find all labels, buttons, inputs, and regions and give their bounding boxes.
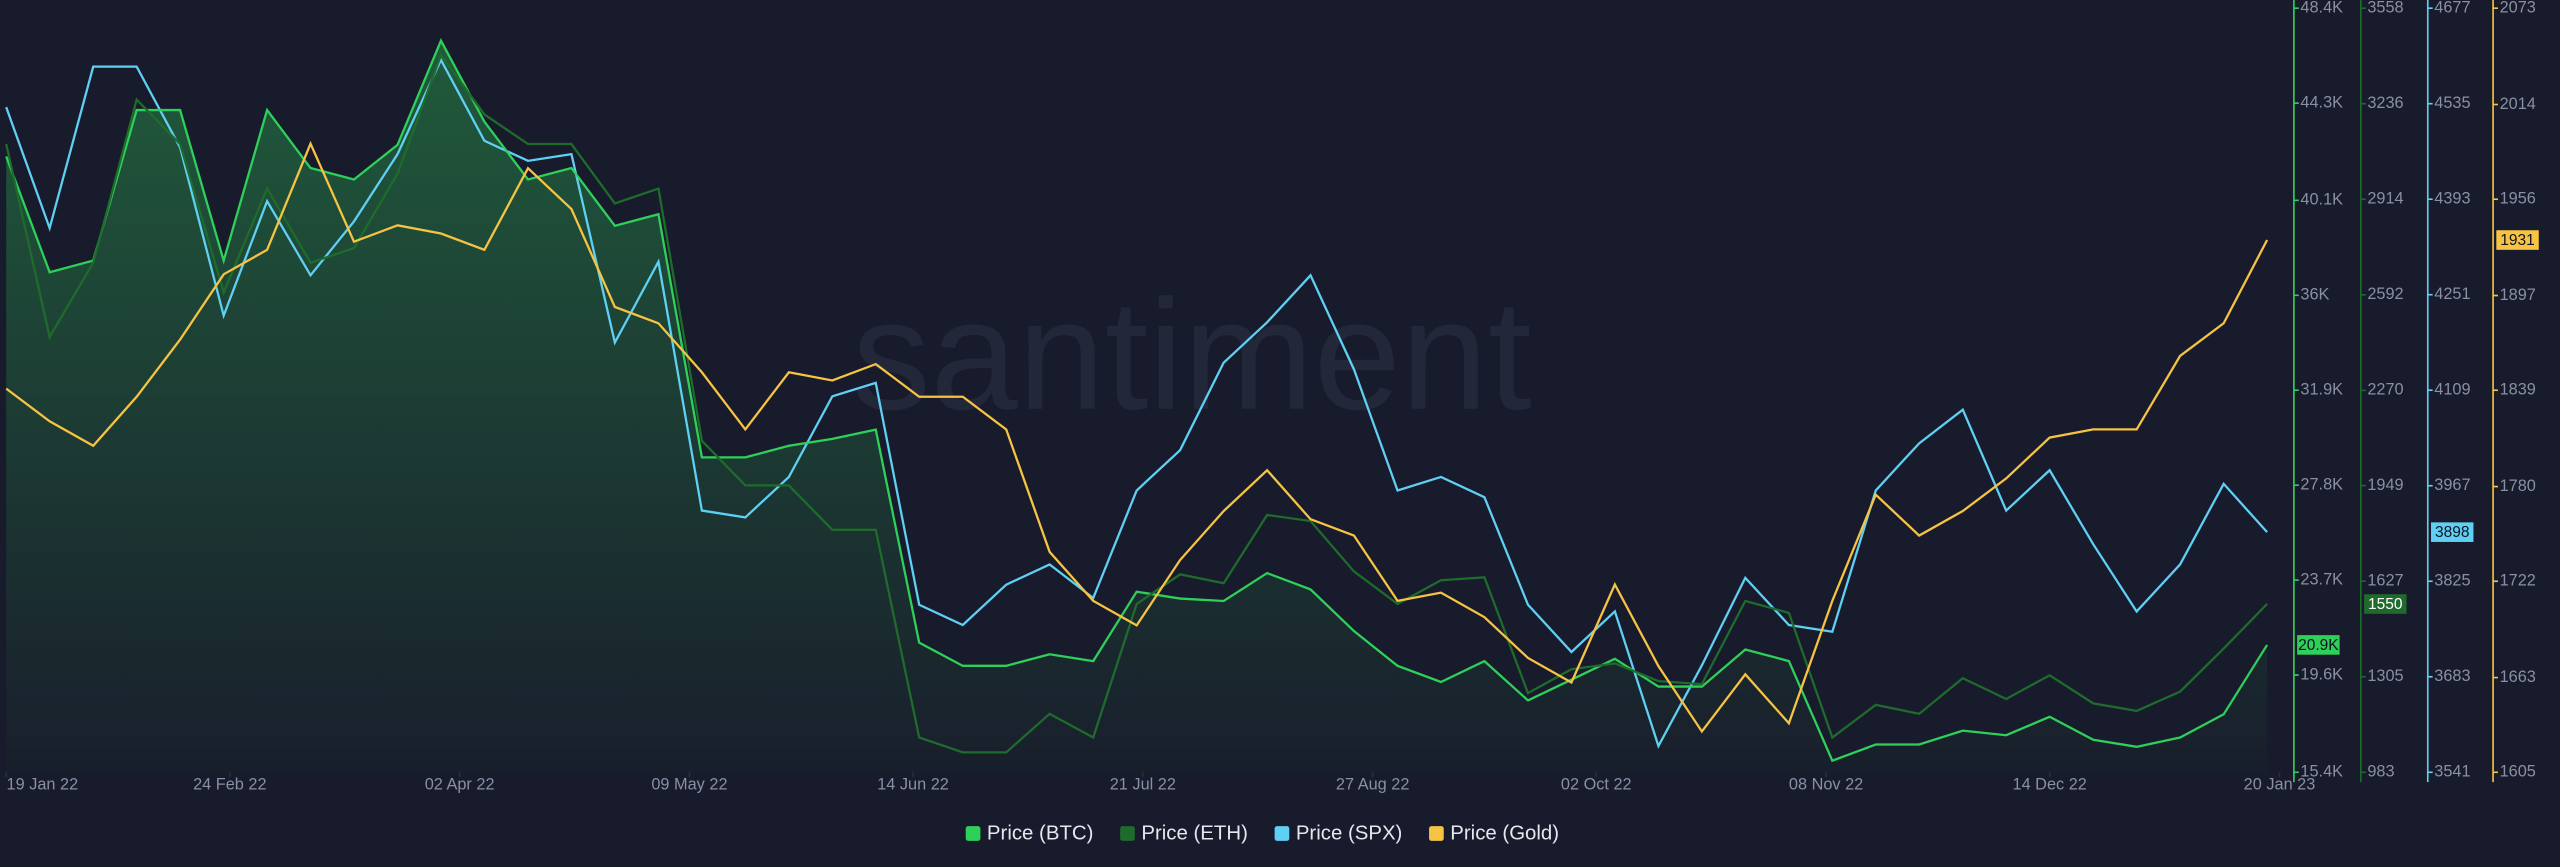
legend-swatch[interactable] [1120, 826, 1135, 841]
y-tick-label: 1305 [2367, 667, 2403, 685]
y-tick-label: 2073 [2500, 0, 2536, 17]
y-tick-label: 3558 [2367, 0, 2403, 17]
legend-item[interactable]: Price (ETH) [1120, 823, 1248, 845]
legend-swatch[interactable] [1274, 826, 1290, 841]
y-tick-label: 3541 [2434, 763, 2470, 781]
y-tick-label: 2914 [2367, 190, 2403, 208]
x-tick-label: 24 Feb 22 [193, 776, 266, 794]
legend-swatch[interactable] [1429, 826, 1444, 841]
y-tick-label: 1605 [2500, 763, 2536, 781]
y-tick-label: 4393 [2434, 190, 2470, 208]
y-tick-label: 3825 [2434, 572, 2470, 590]
y-tick-label: 1949 [2367, 476, 2403, 494]
last-value-box [2364, 594, 2407, 614]
area [6, 40, 2268, 773]
y-tick-label: 15.4K [2300, 763, 2343, 781]
y-tick-label: 31.9K [2300, 381, 2343, 399]
y-tick-label: 3967 [2434, 476, 2470, 494]
line [5, 52, 2268, 754]
last-value-label: 3898 [2435, 524, 2469, 541]
legend-swatch[interactable] [965, 826, 981, 841]
legend-item[interactable]: Price (BTC) [965, 823, 1094, 845]
y-tick-label: 2592 [2367, 285, 2403, 303]
x-tick-label: 09 May 22 [651, 776, 727, 794]
legend-label[interactable]: Price (Gold) [1450, 823, 1559, 845]
watermark: santiment [852, 268, 1531, 443]
y-tick-label: 3683 [2434, 667, 2470, 685]
last-value-box [2297, 635, 2340, 655]
y-tick-label: 1897 [2500, 286, 2536, 304]
legend-item[interactable]: Price (Gold) [1429, 823, 1559, 845]
y-tick-label: 48.4K [2300, 0, 2343, 17]
x-tick-label: 14 Dec 22 [2013, 776, 2087, 794]
y-tick-label: 2270 [2367, 381, 2403, 399]
legend-item[interactable]: Price (SPX) [1274, 823, 1403, 845]
last-value-box [2431, 522, 2474, 542]
line [5, 38, 2269, 763]
y-tick-label: 36K [2300, 286, 2329, 304]
y-tick-label: 40.1K [2300, 191, 2343, 209]
x-tick-label: 27 Aug 22 [1336, 776, 1409, 794]
y-tick-label: 27.8K [2300, 475, 2343, 493]
line [5, 140, 2269, 734]
y-tick-label: 4535 [2434, 94, 2470, 112]
y-tick-label: 2014 [2500, 95, 2536, 113]
y-tick-label: 4251 [2434, 285, 2470, 303]
x-tick-label: 19 Jan 22 [7, 776, 79, 794]
line [5, 57, 2268, 749]
y-tick-label: 23.7K [2300, 570, 2343, 588]
y-tick-label: 1663 [2500, 668, 2536, 686]
x-tick-label: 20 Jan 23 [2244, 776, 2316, 794]
y-tick-label: 1627 [2367, 571, 2403, 589]
legend-label[interactable]: Price (SPX) [1296, 823, 1403, 845]
y-tick-label: 983 [2367, 763, 2394, 781]
y-tick-label: 1956 [2500, 190, 2536, 208]
last-value-label: 20.9K [2298, 637, 2339, 654]
x-tick-label: 21 Jul 22 [1110, 776, 1176, 794]
y-tick-label: 1722 [2500, 572, 2536, 590]
x-tick-label: 14 Jun 22 [877, 776, 949, 794]
x-tick-label: 02 Oct 22 [1561, 776, 1632, 794]
y-tick-label: 44.3K [2300, 93, 2343, 111]
y-tick-label: 1839 [2500, 381, 2536, 399]
last-value-box [2496, 230, 2539, 250]
legend-label[interactable]: Price (BTC) [987, 823, 1093, 845]
last-value-label: 1550 [2368, 596, 2403, 613]
x-tick-label: 02 Apr 22 [425, 776, 495, 794]
x-tick-label: 08 Nov 22 [1789, 776, 1863, 794]
y-tick-label: 1780 [2500, 477, 2536, 495]
last-value-label: 1931 [2500, 232, 2534, 249]
y-tick-label: 3236 [2367, 94, 2403, 112]
legend-label[interactable]: Price (ETH) [1141, 823, 1247, 845]
y-tick-label: 4677 [2434, 0, 2470, 17]
y-tick-label: 19.6K [2300, 665, 2343, 683]
y-tick-label: 4109 [2434, 381, 2470, 399]
